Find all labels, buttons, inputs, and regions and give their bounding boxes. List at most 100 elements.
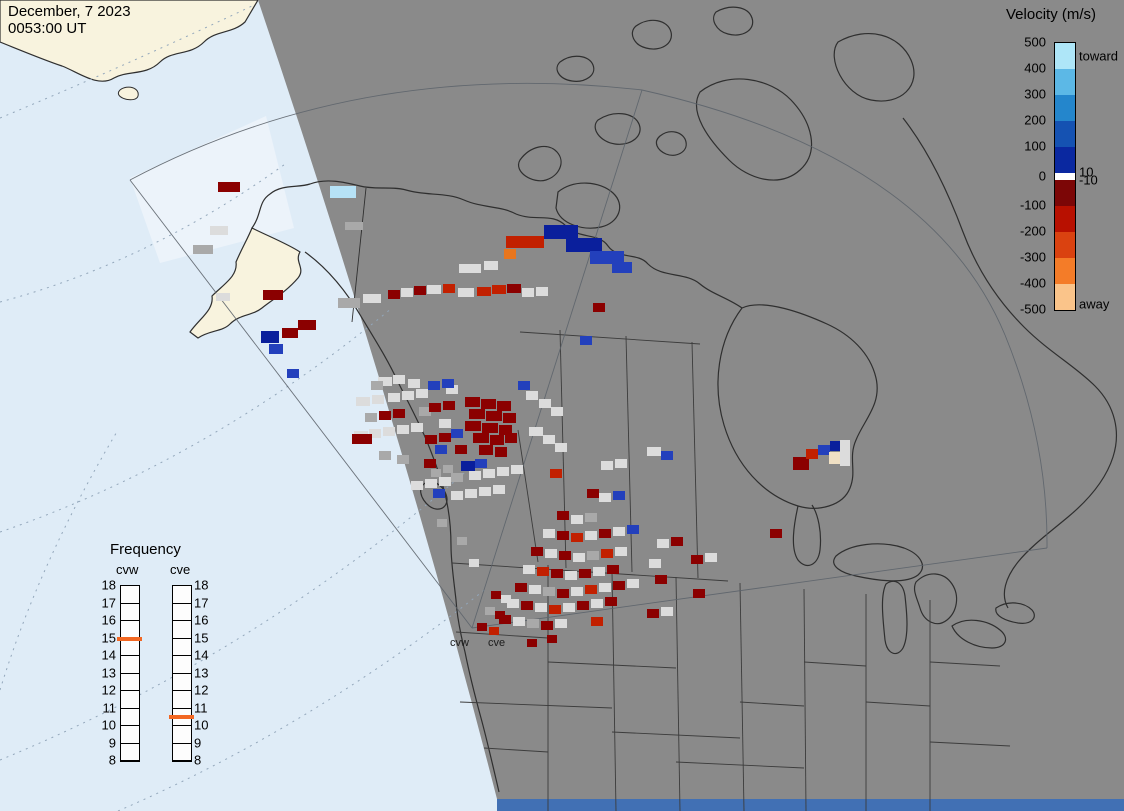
frequency-ladder-box xyxy=(121,604,139,621)
velocity-cell xyxy=(531,547,543,556)
velocity-cell xyxy=(458,288,474,297)
frequency-tick-label: 18 xyxy=(101,577,116,593)
velocity-cell xyxy=(557,531,569,540)
frequency-ladder-box xyxy=(173,656,191,674)
frequency-ladder-box xyxy=(121,656,139,674)
velocity-cell xyxy=(571,533,583,542)
frequency-column-label-cvw: cvw xyxy=(116,562,139,577)
velocity-colorbar-segment xyxy=(1055,121,1075,147)
velocity-cell xyxy=(535,603,547,612)
velocity-colorbar-segment xyxy=(1055,180,1075,206)
velocity-cell xyxy=(518,381,530,390)
velocity-cells-layer xyxy=(193,182,850,647)
borders xyxy=(451,329,1011,811)
velocity-tick-label: 300 xyxy=(1024,86,1046,102)
velocity-cell xyxy=(571,515,583,524)
frequency-tick-label: 13 xyxy=(194,665,209,680)
velocity-cell xyxy=(485,607,495,615)
velocity-colorbar-segment xyxy=(1055,43,1075,69)
velocity-cell xyxy=(429,403,441,412)
velocity-cell xyxy=(459,264,481,273)
velocity-cell xyxy=(465,421,481,431)
velocity-cell xyxy=(591,599,603,608)
velocity-cell xyxy=(393,409,405,418)
velocity-colorbar-segment xyxy=(1055,69,1075,95)
velocity-cell xyxy=(573,553,585,562)
velocity-zero-band-label: 10 xyxy=(1079,164,1094,180)
velocity-cell xyxy=(378,377,392,386)
velocity-cell xyxy=(613,527,625,536)
velocity-cell xyxy=(599,529,611,538)
velocity-cell xyxy=(793,457,809,470)
velocity-colorbar-segment xyxy=(1055,206,1075,232)
velocity-cell xyxy=(210,226,228,235)
velocity-cell xyxy=(551,407,563,416)
velocity-cell xyxy=(435,445,447,454)
frequency-tick-label: 9 xyxy=(194,735,202,750)
velocity-legend-title: Velocity (m/s) xyxy=(1006,6,1097,23)
velocity-colorbar-segment xyxy=(1055,173,1075,180)
velocity-cell xyxy=(504,249,516,259)
velocity-cell xyxy=(443,401,455,410)
velocity-colorbar-segment xyxy=(1055,95,1075,121)
velocity-cell xyxy=(356,397,370,406)
velocity-cell xyxy=(527,639,537,647)
frequency-ladder-box xyxy=(173,726,191,744)
velocity-cell xyxy=(497,401,511,411)
velocity-cell xyxy=(529,427,543,436)
velocity-cell xyxy=(840,440,850,466)
velocity-cell xyxy=(461,461,475,471)
frequency-ladder-box xyxy=(173,709,191,726)
velocity-cell xyxy=(566,238,602,252)
frequency-tick-label: 10 xyxy=(101,717,116,733)
velocity-cell xyxy=(397,425,409,434)
frequency-tick-label: 11 xyxy=(194,700,208,715)
velocity-cell xyxy=(522,288,534,297)
velocity-cell xyxy=(543,435,555,444)
velocity-cell xyxy=(481,399,496,409)
frequency-ladder-cve xyxy=(169,585,194,762)
frequency-tick-label: 15 xyxy=(194,630,209,645)
velocity-cell xyxy=(379,411,391,420)
velocity-cell xyxy=(505,433,517,443)
velocity-cell xyxy=(613,491,625,500)
frequency-marker-cve xyxy=(169,715,194,720)
velocity-cell xyxy=(559,551,571,560)
velocity-cell xyxy=(491,591,501,599)
frequency-ticks-cve: 18 17 16 15 14 13 12 11 10 9 8 xyxy=(194,578,216,768)
velocity-cell xyxy=(414,286,426,295)
velocity-cell xyxy=(585,513,597,522)
velocity-cell xyxy=(585,531,597,540)
velocity-cell xyxy=(379,451,391,460)
velocity-cell xyxy=(590,251,624,264)
velocity-cell xyxy=(543,587,555,596)
frequency-ladder-box xyxy=(173,639,191,656)
velocity-cell xyxy=(705,553,717,562)
velocity-cell xyxy=(601,549,613,558)
velocity-cell xyxy=(649,559,661,568)
velocity-cell xyxy=(428,381,440,390)
velocity-cell xyxy=(371,381,383,390)
velocity-cell xyxy=(345,222,363,230)
velocity-cell xyxy=(437,519,447,527)
frequency-tick-label: 10 xyxy=(194,717,209,733)
frequency-tick-label: 8 xyxy=(194,752,202,768)
velocity-cell xyxy=(523,565,535,574)
velocity-cell xyxy=(545,549,557,558)
velocity-cell xyxy=(269,344,283,354)
frequency-ladder-box xyxy=(121,709,139,726)
velocity-cell xyxy=(499,615,511,624)
velocity-cell xyxy=(613,581,625,590)
velocity-cell xyxy=(601,461,613,470)
velocity-cell xyxy=(424,459,436,468)
velocity-cell xyxy=(587,489,599,498)
velocity-cell xyxy=(439,419,451,428)
radar-label-cve: cve xyxy=(488,637,505,649)
velocity-cell xyxy=(479,445,493,455)
velocity-cell xyxy=(451,491,463,500)
velocity-cell xyxy=(425,435,437,444)
velocity-tick-label: -200 xyxy=(1019,223,1046,239)
velocity-cell xyxy=(216,293,230,301)
velocity-cell xyxy=(627,579,639,588)
velocity-cell xyxy=(657,539,669,548)
